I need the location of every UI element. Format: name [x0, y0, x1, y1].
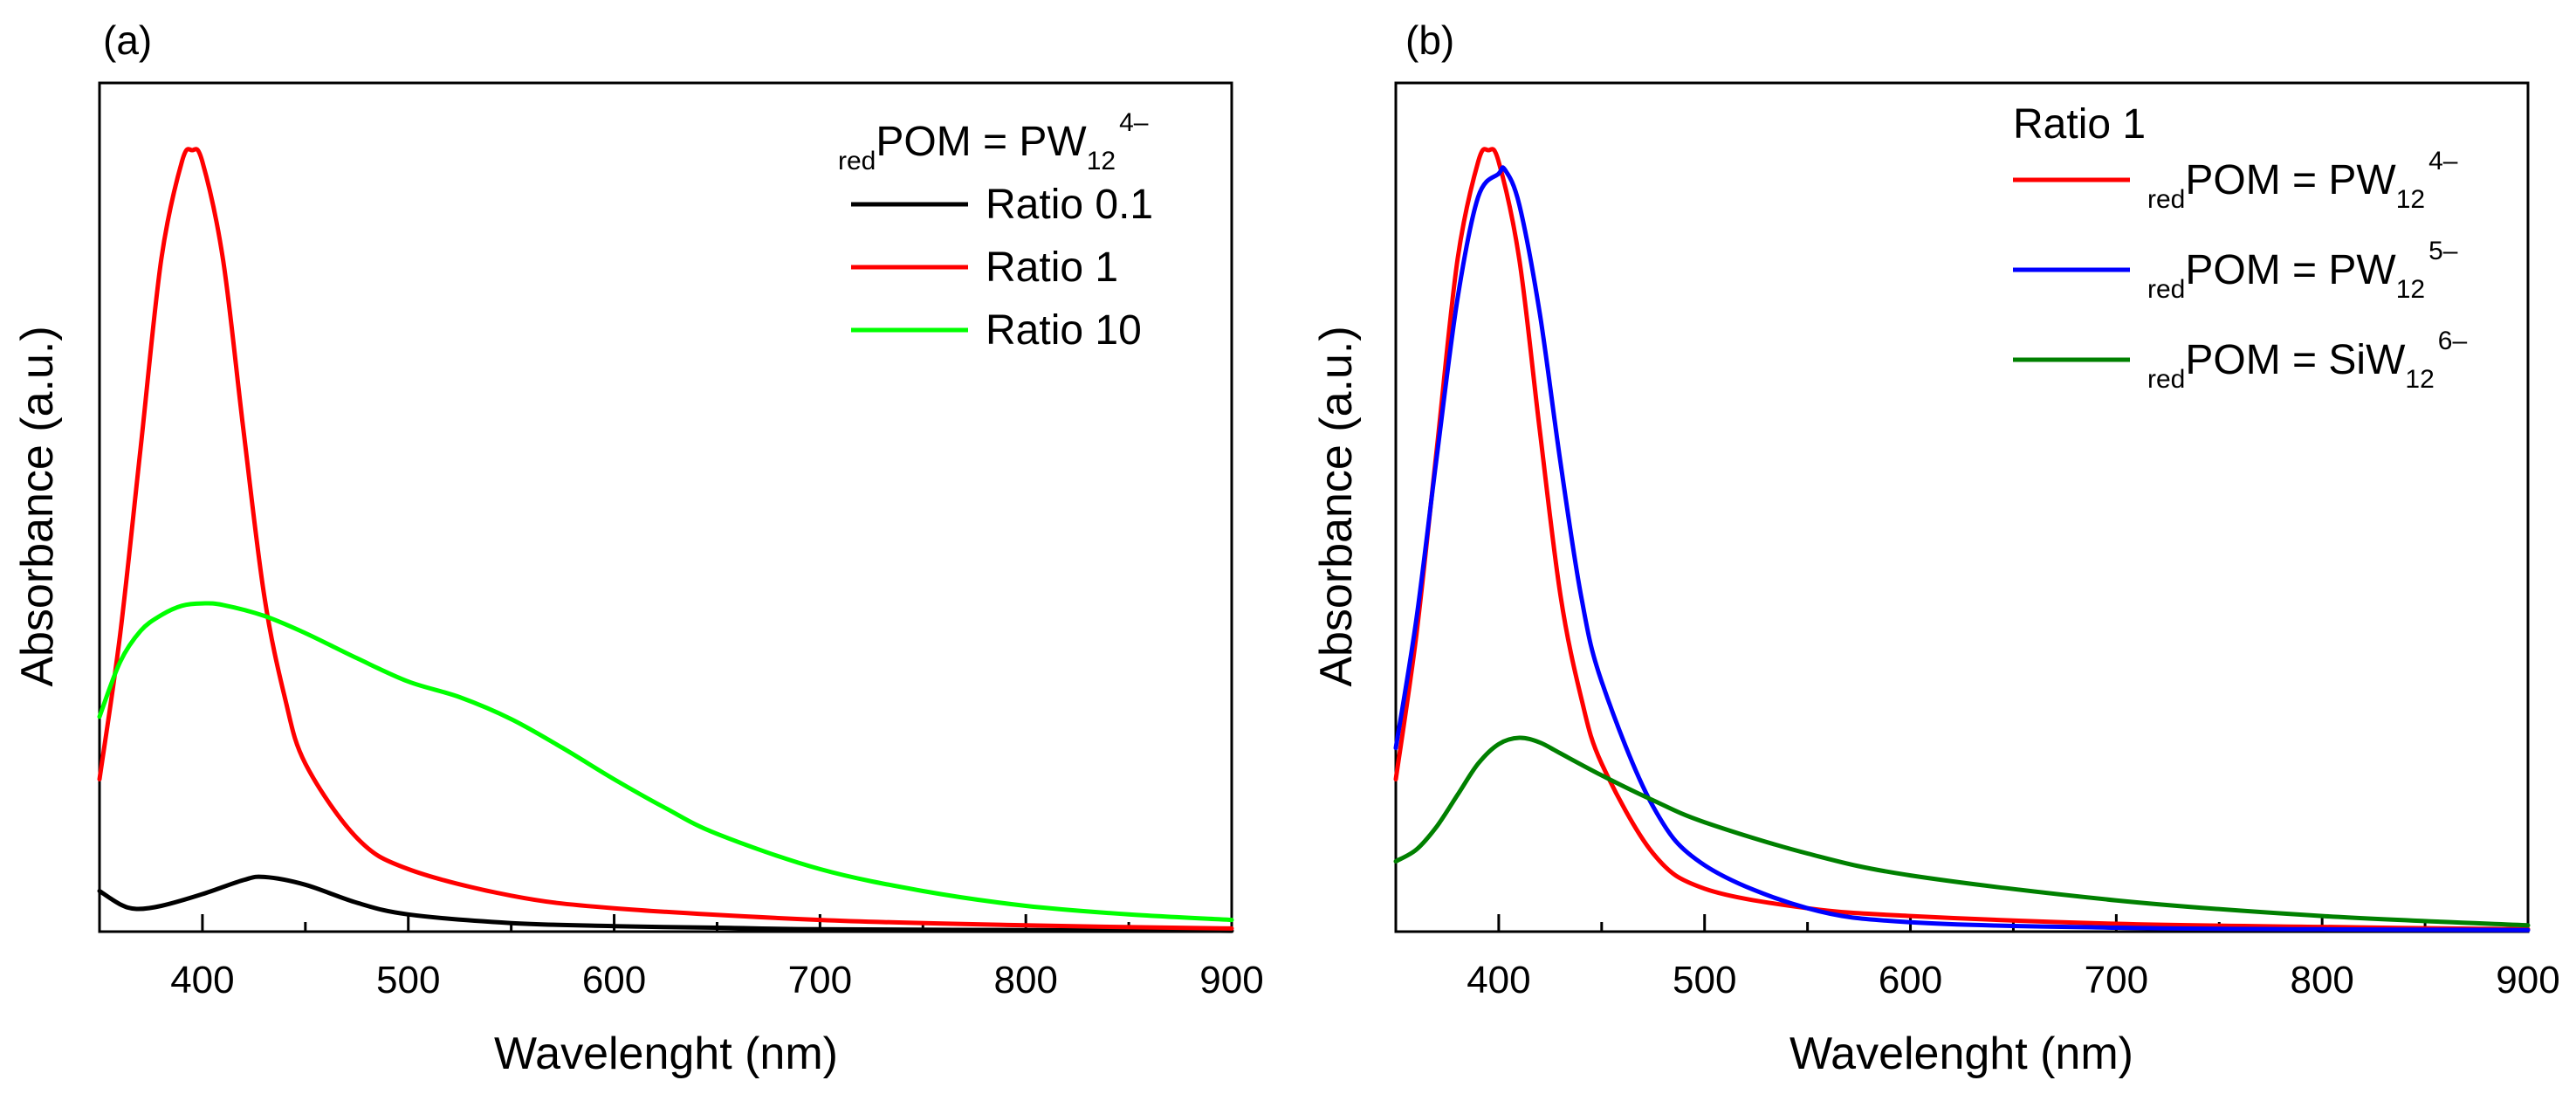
panel-a-x-axis-label: Wavelenght (nm)	[494, 1029, 838, 1079]
panel-a-legend-title: redPOM = PW124–	[838, 108, 1149, 175]
series-line	[1393, 147, 2531, 932]
legend-prefix: red	[2147, 185, 2185, 214]
x-tick-label: 900	[2496, 959, 2559, 1001]
x-tick-label: 600	[1879, 959, 1942, 1001]
legend-subscript: 12	[2396, 275, 2425, 304]
panel-a: (a) 400 500 600 700 800 900 Wavelenght (nm) A…	[12, 17, 1264, 1079]
legend-entry: redPOM = PW124–	[2013, 147, 2458, 214]
series-line	[97, 874, 1234, 933]
series-line	[1393, 165, 2531, 933]
legend-superscript: 4–	[2428, 147, 2458, 175]
series-line	[1393, 735, 2531, 928]
legend-superscript: 5–	[2428, 237, 2458, 265]
x-tick-label: 700	[788, 959, 852, 1001]
panel-b-plot-frame	[1394, 81, 2530, 933]
legend-entry: redPOM = PW125–	[2013, 237, 2458, 304]
panel-b-legend-title: Ratio 1	[2013, 101, 2146, 148]
x-tick-label: 600	[582, 959, 646, 1001]
legend-subscript: 12	[2396, 185, 2425, 214]
legend-main: POM = PW	[2185, 247, 2396, 293]
x-tick-label: 500	[376, 959, 440, 1001]
legend-main: POM = SiW	[2185, 337, 2406, 383]
x-tick-label: 800	[2290, 959, 2353, 1001]
x-tick-label: 400	[170, 959, 234, 1001]
x-tick-label: 500	[1673, 959, 1736, 1001]
panel-b: (b) 400 500 600 700 800 900 Wavelenght (nm) A…	[1311, 17, 2560, 1079]
panel-a-legend-entries: Ratio 0.1 Ratio 1 Ratio 10	[851, 182, 1153, 354]
legend-subscript: 12	[2405, 365, 2434, 394]
x-tick-label: 900	[1199, 959, 1263, 1001]
legend-title-subscript: 12	[1087, 147, 1116, 175]
legend-label: Ratio 1	[986, 244, 1118, 291]
legend-entry: Ratio 0.1	[851, 182, 1153, 228]
legend-entry: Ratio 1	[851, 244, 1118, 291]
legend-label: Ratio 10	[986, 307, 1142, 354]
panel-a-y-axis-label: Absorbance (a.u.)	[12, 326, 63, 686]
panel-a-plot-frame	[98, 81, 1233, 933]
panel-b-legend-entries: redPOM = PW124–redPOM = PW125–redPOM = S…	[2013, 147, 2467, 394]
panel-a-lines	[97, 147, 1234, 933]
x-tick-label: 800	[993, 959, 1057, 1001]
x-tick-label: 400	[1467, 959, 1530, 1001]
series-line	[97, 601, 1234, 923]
panel-b-lines	[1393, 147, 2531, 933]
legend-label: redPOM = PW124–	[2147, 147, 2458, 214]
legend-main: POM = PW	[2185, 157, 2396, 203]
series-line	[97, 147, 1234, 931]
legend-prefix: red	[2147, 365, 2185, 394]
panel-b-legend: Ratio 1 redPOM = PW124–redPOM = PW125–re…	[2013, 101, 2467, 394]
legend-label: redPOM = PW125–	[2147, 237, 2458, 304]
panel-b-y-axis-label: Absorbance (a.u.)	[1311, 326, 1362, 686]
legend-entry: redPOM = SiW126–	[2013, 327, 2467, 394]
panel-b-x-axis-label: Wavelenght (nm)	[1789, 1029, 2133, 1079]
x-tick-label: 700	[2085, 959, 2148, 1001]
legend-entry: Ratio 10	[851, 307, 1142, 354]
panel-a-legend: redPOM = PW124– Ratio 0.1 Ratio 1 Ratio 10	[838, 108, 1153, 354]
legend-title-superscript: 4–	[1119, 108, 1149, 137]
panel-a-label: (a)	[103, 17, 152, 63]
legend-title-prefix: red	[838, 147, 876, 175]
legend-title-main: POM = PW	[876, 119, 1087, 165]
panel-a-tick-labels: 400 500 600 700 800 900	[170, 959, 1264, 1001]
legend-superscript: 6–	[2438, 327, 2468, 355]
legend-prefix: red	[2147, 275, 2185, 304]
legend-label: redPOM = SiW126–	[2147, 327, 2467, 394]
panel-b-label: (b)	[1405, 17, 1454, 63]
panel-b-tick-labels: 400 500 600 700 800 900	[1467, 959, 2560, 1001]
legend-label: Ratio 0.1	[986, 182, 1153, 228]
